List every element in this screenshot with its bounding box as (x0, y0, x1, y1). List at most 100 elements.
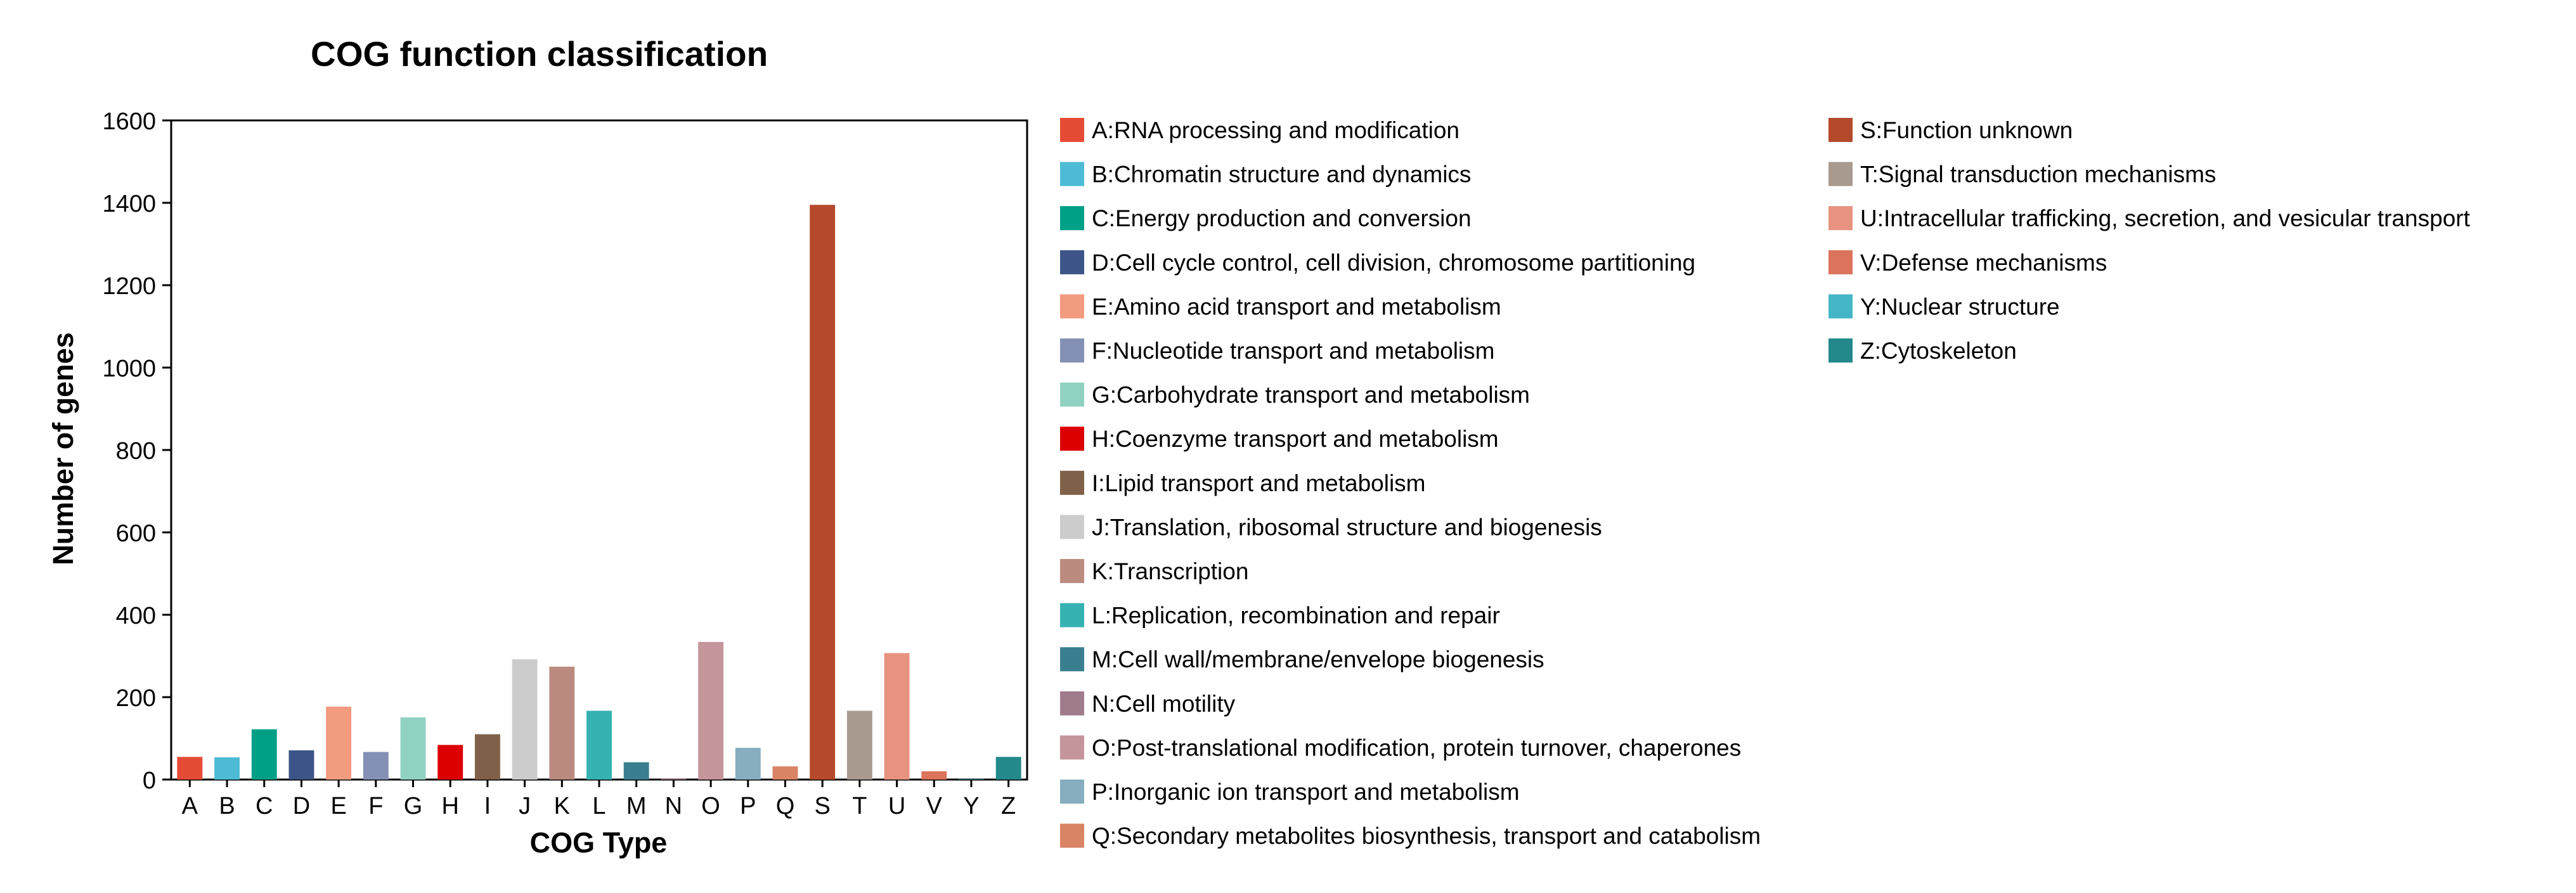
legend-item: I:Lipid transport and metabolism (1060, 470, 1426, 496)
legend-label: G:Carbohydrate transport and metabolism (1092, 382, 1530, 408)
bar-F (363, 752, 389, 780)
legend-label: U:Intracellular trafficking, secretion, … (1860, 205, 2470, 231)
x-axis-label: COG Type (530, 826, 668, 859)
bar-S (810, 205, 836, 780)
legend-item: U:Intracellular trafficking, secretion, … (1828, 205, 2470, 231)
legend-label: K:Transcription (1092, 558, 1248, 584)
legend-item: L:Replication, recombination and repair (1060, 603, 1500, 629)
legend-swatch (1828, 294, 1853, 319)
legend-swatch (1060, 162, 1084, 186)
y-tick-label: 200 (116, 685, 156, 712)
bar-U (884, 653, 910, 780)
legend-label: N:Cell motility (1092, 691, 1236, 717)
legend-label: B:Chromatin structure and dynamics (1092, 162, 1471, 188)
bar-E (326, 706, 352, 780)
x-tick-label: P (740, 793, 756, 819)
legend-item: M:Cell wall/membrane/envelope biogenesis (1060, 646, 1544, 672)
legend-swatch (1828, 250, 1853, 274)
legend-item: P:Inorganic ion transport and metabolism (1060, 779, 1520, 805)
legend-label: H:Coenzyme transport and metabolism (1092, 426, 1499, 452)
bar-O (698, 641, 724, 780)
x-tick-label: T (852, 793, 867, 819)
legend-swatch (1828, 162, 1853, 186)
bar-H (437, 745, 463, 780)
y-tick-label: 1400 (102, 191, 156, 217)
x-tick-label: K (554, 793, 570, 819)
legend-item: B:Chromatin structure and dynamics (1060, 162, 1471, 188)
x-tick-label: H (441, 793, 458, 819)
x-tick-label: O (701, 793, 720, 819)
legend-swatch (1060, 118, 1084, 142)
bar-I (474, 734, 500, 780)
x-tick-label: Y (963, 793, 979, 819)
legend-swatch (1060, 691, 1084, 716)
x-tick-label: V (926, 793, 943, 819)
bar-G (400, 717, 426, 780)
legend-swatch (1060, 427, 1084, 451)
legend-label: S:Function unknown (1860, 117, 2073, 143)
legend-swatch (1060, 294, 1084, 319)
legend-label: V:Defense mechanisms (1860, 250, 2107, 276)
legend-swatch (1060, 338, 1084, 363)
legend-swatch (1060, 206, 1084, 231)
x-tick-label: I (484, 793, 491, 819)
legend-item: Q:Secondary metabolites biosynthesis, tr… (1060, 823, 1761, 849)
legend-item: J:Translation, ribosomal structure and b… (1060, 514, 1602, 540)
legend-swatch (1060, 735, 1084, 760)
legend-swatch (1060, 250, 1084, 274)
legend-item: O:Post-translational modification, prote… (1060, 735, 1741, 761)
x-tick-label: N (665, 793, 682, 819)
legend-label: F:Nucleotide transport and metabolism (1092, 338, 1494, 364)
y-tick-label: 600 (116, 520, 156, 547)
bar-V (921, 771, 947, 780)
legend-swatch (1828, 118, 1853, 142)
y-tick-label: 1200 (102, 273, 156, 300)
bar-C (251, 729, 277, 780)
legend-label: J:Translation, ribosomal structure and b… (1092, 514, 1602, 540)
legend-item: G:Carbohydrate transport and metabolism (1060, 382, 1530, 408)
x-tick-label: C (256, 793, 273, 819)
bar-Y (959, 779, 984, 780)
bar-T (846, 710, 872, 780)
bar-P (735, 747, 761, 780)
bar-J (512, 659, 538, 780)
legend-item: S:Function unknown (1828, 117, 2073, 143)
legend-label: I:Lipid transport and metabolism (1092, 470, 1426, 496)
legend-label: P:Inorganic ion transport and metabolism (1092, 779, 1520, 805)
legend-label: Y:Nuclear structure (1860, 293, 2060, 319)
legend-item: A:RNA processing and modification (1060, 117, 1460, 143)
bar-A (177, 757, 203, 780)
legend-item: C:Energy production and conversion (1060, 205, 1472, 231)
x-tick-label: L (592, 793, 605, 819)
y-tick-label: 400 (116, 603, 156, 629)
x-tick-label: U (888, 793, 905, 819)
legend-label: M:Cell wall/membrane/envelope biogenesis (1092, 646, 1544, 672)
legend-swatch (1060, 559, 1084, 583)
x-tick-label: B (219, 793, 235, 819)
bar-M (623, 762, 649, 780)
x-tick-label: A (182, 793, 198, 819)
bar-D (288, 750, 314, 780)
legend-swatch (1828, 338, 1853, 363)
legend-label: Q:Secondary metabolites biosynthesis, tr… (1092, 823, 1761, 849)
legend-item: E:Amino acid transport and metabolism (1060, 293, 1501, 319)
x-tick-label: Z (1001, 793, 1016, 819)
bar-B (214, 757, 240, 780)
legend-swatch (1828, 206, 1853, 231)
legend-label: O:Post-translational modification, prote… (1092, 735, 1741, 761)
legend-swatch (1060, 515, 1084, 539)
legend-item: H:Coenzyme transport and metabolism (1060, 426, 1499, 452)
legend-label: D:Cell cycle control, cell division, chr… (1092, 250, 1695, 276)
plot-area: 0 200 400 600 800 1000 1200 1400 1600 A B C D E F G H I J K… (102, 108, 1028, 819)
y-axis-label: Number of genes (47, 332, 79, 565)
legend-label: L:Replication, recombination and repair (1092, 603, 1500, 629)
legend-swatch (1060, 382, 1084, 407)
legend-item: N:Cell motility (1060, 691, 1236, 717)
bar-K (549, 666, 575, 780)
legend-item: V:Defense mechanisms (1828, 250, 2107, 276)
chart-title: COG function classification (311, 34, 768, 74)
legend-swatch (1060, 823, 1084, 848)
legend-item: Y:Nuclear structure (1828, 293, 2060, 319)
x-tick-label: S (814, 793, 830, 819)
bar-Z (995, 757, 1021, 780)
